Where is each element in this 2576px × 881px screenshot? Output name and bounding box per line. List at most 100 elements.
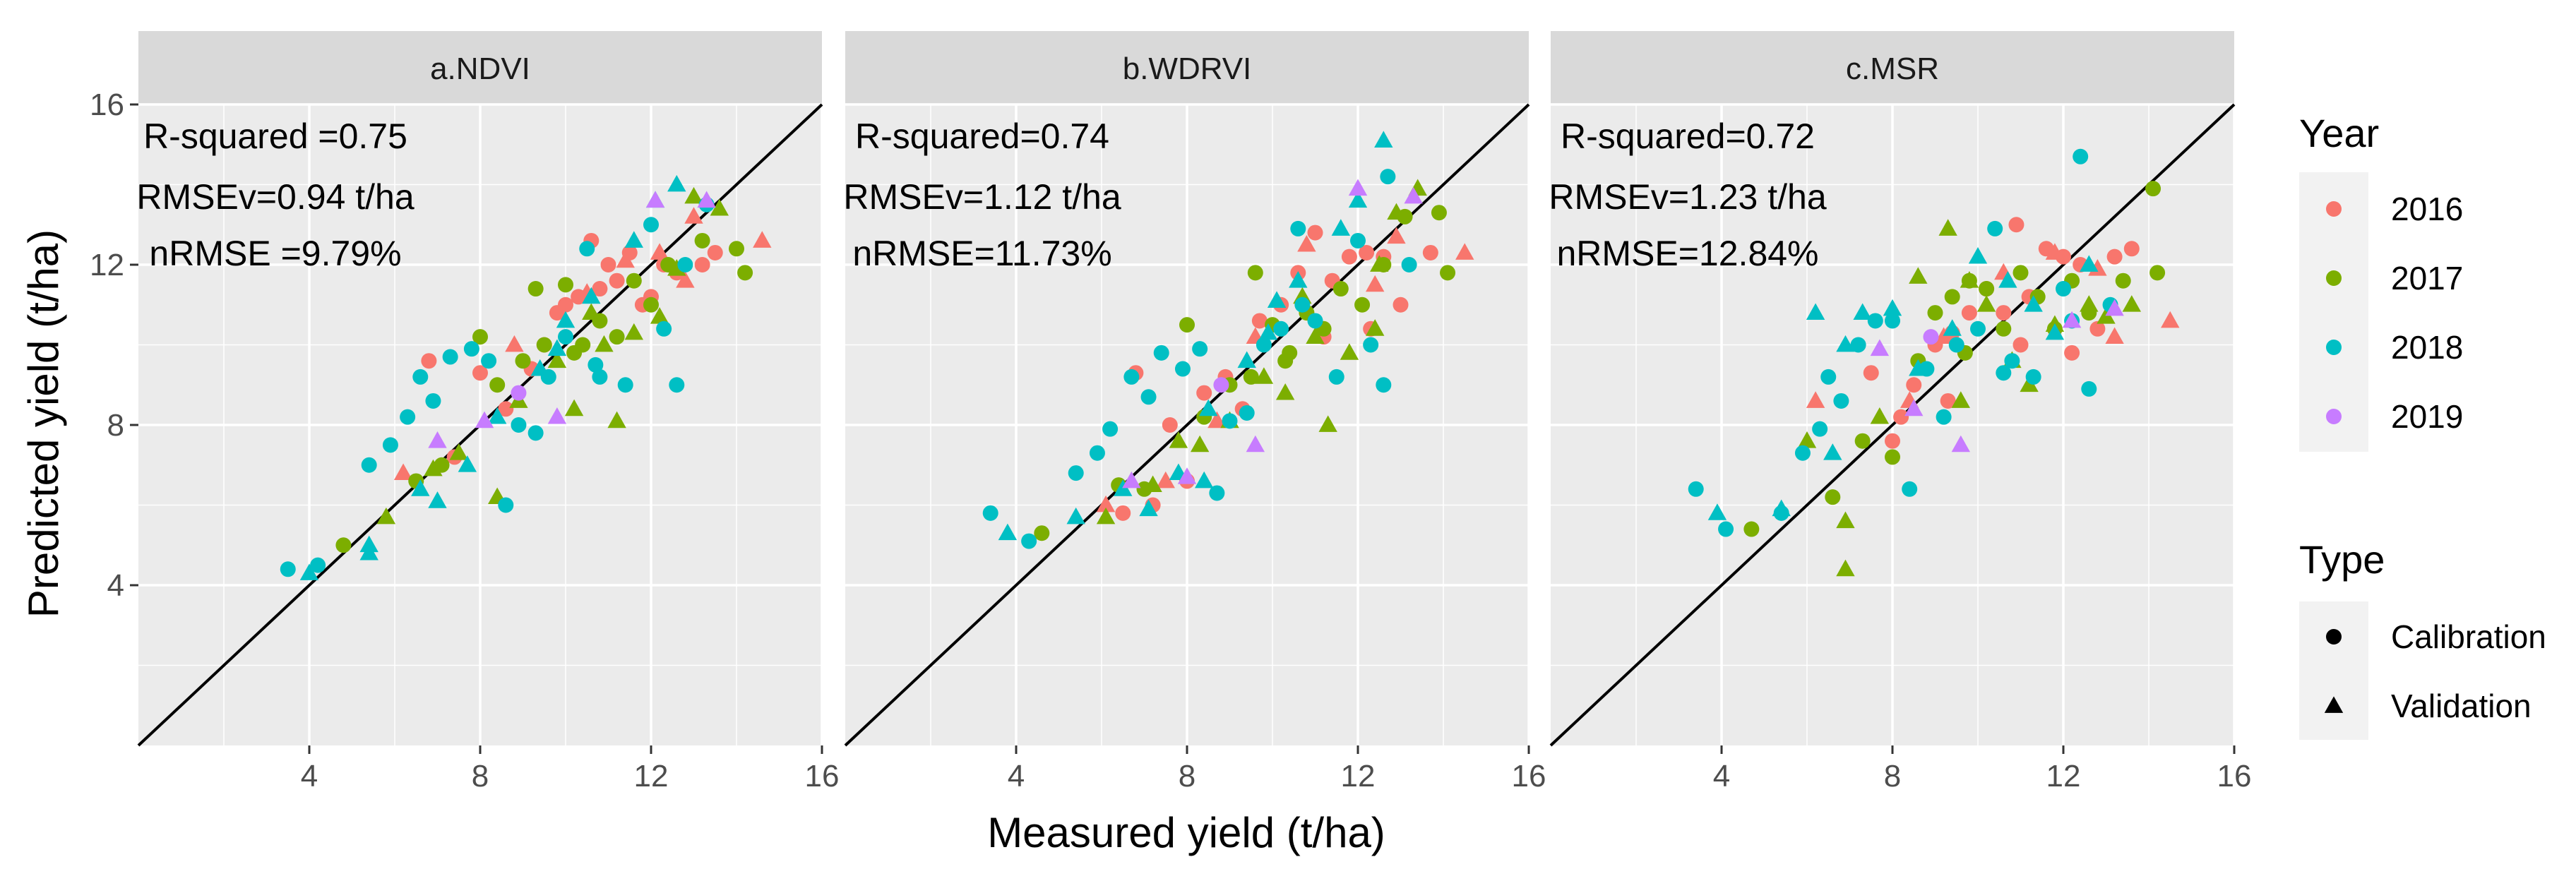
point-2017-validation [376, 507, 396, 525]
legend-type: Type Calibration Validation [2299, 537, 2546, 740]
reference-line-group [844, 103, 1530, 747]
point-2017-validation [1836, 511, 1855, 529]
x-tick-label: 8 [1179, 759, 1195, 793]
point-2018-calibration [1123, 368, 1140, 385]
point-2017-validation [710, 198, 729, 216]
point-2018-calibration [1140, 389, 1157, 405]
point-2018-calibration [1936, 409, 1952, 425]
point-2016-calibration [498, 401, 514, 417]
point-2016-calibration [2008, 217, 2025, 233]
annotation-nrmse: nRMSE =9.79% [149, 234, 401, 273]
point-2016-validation [616, 251, 635, 268]
point-2018-calibration [1290, 220, 1306, 236]
point-2017-calibration [2149, 265, 2166, 281]
point-2017-validation [1938, 219, 1957, 236]
strip-label: b.WDRVI [1123, 52, 1252, 86]
panel-msr: c.MSR R-squared=0.72 RMSEv=1.23 t/ha nRM… [1549, 31, 2236, 747]
point-2018-calibration [656, 320, 672, 337]
point-2017-calibration [1332, 281, 1349, 297]
point-2016-validation [1366, 275, 1385, 292]
point-2016-validation [1387, 227, 1406, 244]
point-2019-validation [645, 191, 665, 208]
y-axis-title: Predicted yield (t/ha) [20, 229, 67, 618]
points-group [982, 131, 1474, 549]
x-tick-label: 12 [1341, 759, 1376, 793]
point-2018-calibration [1401, 257, 1417, 272]
point-2017-calibration [1034, 525, 1050, 541]
point-2017-calibration [1944, 289, 1960, 305]
point-2018-validation [428, 491, 447, 508]
point-2018-calibration [2056, 281, 2071, 297]
point-2017-validation [1366, 319, 1385, 336]
point-2017-calibration [489, 377, 506, 393]
point-2016-validation [2045, 243, 2065, 260]
point-2016-calibration [694, 257, 710, 272]
point-2018-calibration [1794, 445, 1811, 461]
point-2018-calibration [617, 377, 633, 393]
point-2017-validation [607, 411, 626, 428]
point-2017-validation [1387, 203, 1406, 220]
point-2017-validation [667, 259, 686, 276]
points-group [1688, 148, 2180, 577]
point-2018-calibration [2004, 353, 2020, 369]
point-2016-calibration [1961, 305, 1977, 321]
point-2016-calibration [1906, 377, 1922, 393]
reference-line [1549, 103, 2236, 747]
point-2017-calibration [1979, 281, 1995, 297]
point-2018-validation [1943, 319, 1962, 336]
point-2018-calibration [1239, 404, 1255, 421]
panel-wdrvi: b.WDRVI R-squared=0.74 RMSEv=1.12 t/ha n… [843, 31, 1530, 747]
gridlines [845, 103, 1530, 745]
legend-type-label-calibration: Calibration [2391, 618, 2546, 655]
x-tick-label: 12 [2046, 759, 2081, 793]
point-2018-calibration [1350, 232, 1366, 248]
point-2017-validation [1976, 295, 1996, 312]
point-2018-validation [411, 479, 430, 496]
point-2018-validation [1374, 131, 1393, 148]
point-2018-calibration [592, 368, 608, 385]
point-2018-validation [582, 287, 601, 304]
strip-background [1551, 31, 2234, 104]
point-2018-calibration [2081, 380, 2097, 397]
point-2018-validation [1968, 247, 1988, 264]
point-2019-calibration [1213, 377, 1229, 393]
point-2017-validation [1870, 407, 1890, 424]
point-2017-validation [547, 351, 567, 368]
x-tick-label: 4 [1008, 759, 1025, 793]
legend-year-label-2017: 2017 [2391, 260, 2463, 296]
point-2018-validation [1289, 271, 1308, 288]
point-2017-calibration [737, 265, 753, 281]
point-2017-validation [1960, 271, 1979, 288]
point-2016-calibration [1251, 313, 1268, 329]
point-2016-validation [684, 207, 703, 224]
x-tick-label: 4 [1713, 759, 1730, 793]
point-2017-validation [1836, 559, 1855, 577]
strip-background [138, 31, 822, 104]
point-2017-calibration [1354, 296, 1371, 313]
point-2016-calibration [1341, 248, 1357, 265]
point-2016-validation [753, 231, 772, 248]
x-tick-label: 8 [472, 759, 489, 793]
point-2017-calibration [609, 329, 625, 345]
point-2018-calibration [558, 329, 573, 345]
point-2019-calibration [511, 385, 527, 401]
legend-year-key-background [2299, 172, 2368, 452]
point-2017-calibration [643, 296, 659, 313]
y-tick-label: 12 [90, 248, 124, 282]
point-2018-calibration [412, 368, 429, 385]
point-2018-calibration [669, 377, 685, 393]
point-2018-validation [1707, 503, 1727, 520]
point-2017-validation [1096, 507, 1116, 525]
point-2018-calibration [280, 561, 296, 577]
point-2016-calibration [421, 353, 437, 369]
point-2018-calibration [1718, 521, 1734, 537]
legend-type-key-validation [2324, 696, 2344, 713]
annotation-r-squared: R-squared=0.74 [855, 116, 1109, 156]
point-2019-validation [1122, 471, 1141, 489]
point-2017-validation [1797, 431, 1817, 448]
point-2018-validation [1806, 303, 1825, 320]
point-2018-calibration [1256, 337, 1272, 353]
point-2016-validation [1297, 234, 1316, 252]
point-2016-validation [1806, 391, 1825, 408]
point-2017-calibration [1243, 368, 1259, 385]
